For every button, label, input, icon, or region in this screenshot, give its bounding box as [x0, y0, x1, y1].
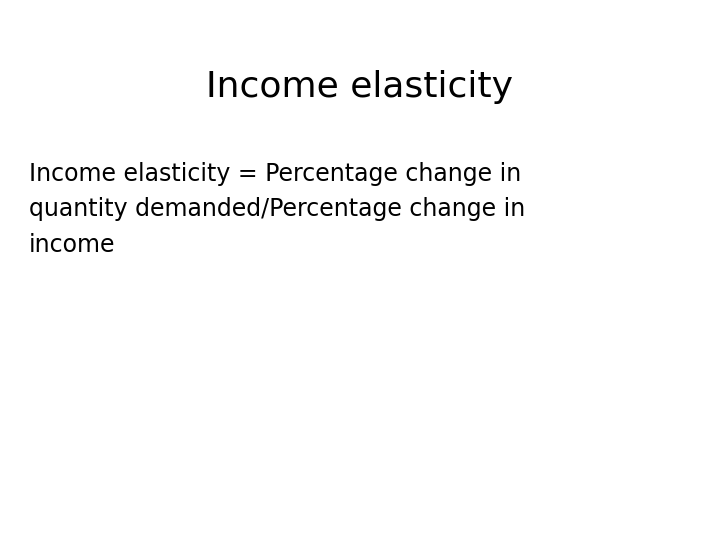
- Text: Income elasticity: Income elasticity: [207, 70, 513, 104]
- Text: Income elasticity = Percentage change in
quantity demanded/Percentage change in
: Income elasticity = Percentage change in…: [29, 162, 525, 257]
